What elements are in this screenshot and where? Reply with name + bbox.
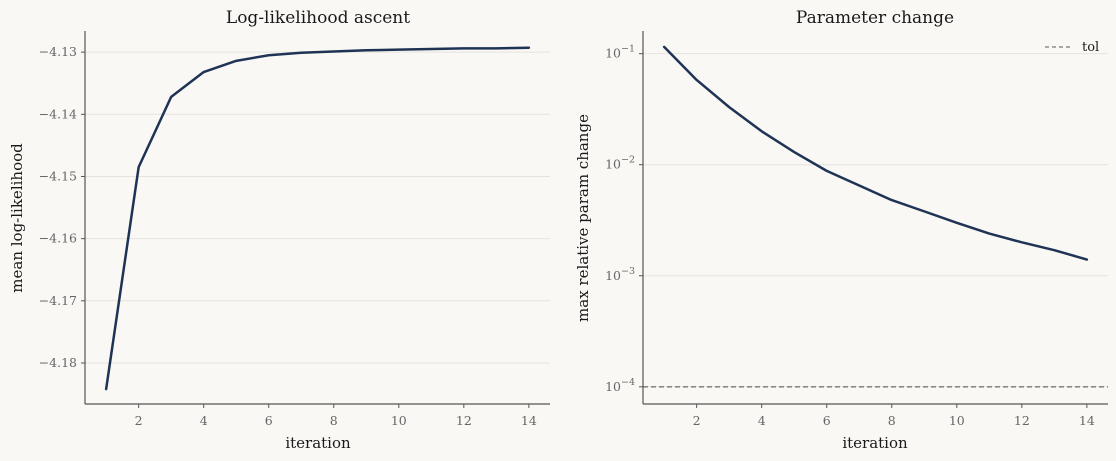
param-change-panel: Parameter change iteration max relative … <box>574 8 1108 452</box>
series-line <box>104 46 531 391</box>
y-tick-label: 10−4 <box>605 377 635 394</box>
chart-title: Log-likelihood ascent <box>226 8 410 28</box>
x-tick-label: 12 <box>1014 413 1030 428</box>
x-tick-label: 14 <box>1079 413 1095 428</box>
series-line <box>662 45 1089 261</box>
x-tick-label: 4 <box>758 413 766 428</box>
y-tick-label: −4.17 <box>39 293 77 308</box>
x-tick-label: 10 <box>949 413 965 428</box>
y-tick-label: −4.18 <box>39 355 77 370</box>
legend: tol <box>1045 40 1099 55</box>
x-tick-label: 2 <box>135 413 143 428</box>
y-axis-label: max relative param change <box>574 114 592 322</box>
y-tick-label: −4.15 <box>39 168 77 183</box>
x-tick-label: 6 <box>823 413 831 428</box>
loglik-panel: Log-likelihood ascent iteration mean log… <box>8 8 550 452</box>
x-tick-label: 8 <box>888 413 896 428</box>
x-axis-label: iteration <box>285 434 351 452</box>
grid <box>85 51 550 364</box>
y-tick-label: −4.13 <box>39 44 77 59</box>
x-tick-label: 6 <box>265 413 273 428</box>
x-axis-label: iteration <box>842 434 908 452</box>
series <box>643 45 1108 388</box>
x-tick-label: 14 <box>521 413 537 428</box>
y-tick-label: −4.14 <box>39 106 77 121</box>
ticks: −4.18 −4.17 −4.16 −4.15 −4.14 −4.13 2 4 6 8 10 12 14 <box>39 44 537 428</box>
y-tick-label: −4.16 <box>39 231 77 246</box>
x-tick-label: 2 <box>693 413 701 428</box>
y-tick-label: 10−1 <box>605 44 635 61</box>
x-tick-label: 8 <box>330 413 338 428</box>
y-axis-label: mean log-likelihood <box>8 143 26 293</box>
y-tick-label: 10−2 <box>605 155 635 172</box>
x-tick-label: 4 <box>200 413 208 428</box>
legend-tol-label: tol <box>1082 40 1099 55</box>
x-tick-label: 10 <box>391 413 407 428</box>
chart-title: Parameter change <box>796 8 954 28</box>
ticks: 10−4 10−3 10−2 10−1 2 4 6 8 10 12 14 <box>605 44 1095 428</box>
y-tick-label: 10−3 <box>605 266 635 283</box>
grid <box>643 53 1108 388</box>
series <box>104 46 531 391</box>
x-tick-label: 12 <box>456 413 472 428</box>
